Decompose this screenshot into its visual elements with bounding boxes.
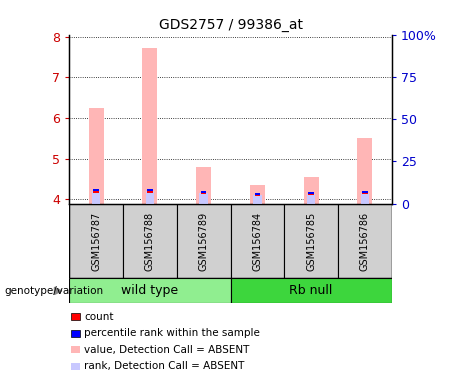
FancyBboxPatch shape bbox=[177, 204, 230, 278]
Bar bbox=[254, 194, 260, 196]
Text: GSM156788: GSM156788 bbox=[145, 212, 155, 270]
Bar bbox=[93, 191, 99, 193]
Bar bbox=[362, 191, 368, 192]
Bar bbox=[308, 192, 314, 194]
Bar bbox=[250, 185, 265, 204]
Text: GSM156786: GSM156786 bbox=[360, 212, 370, 270]
Bar bbox=[196, 167, 211, 204]
Text: GSM156789: GSM156789 bbox=[199, 212, 209, 270]
Text: rank, Detection Call = ABSENT: rank, Detection Call = ABSENT bbox=[84, 361, 245, 371]
Text: wild type: wild type bbox=[121, 285, 178, 297]
Text: GSM156785: GSM156785 bbox=[306, 211, 316, 271]
Bar bbox=[361, 192, 369, 204]
Text: GSM156784: GSM156784 bbox=[252, 212, 262, 270]
FancyBboxPatch shape bbox=[69, 204, 123, 278]
Bar bbox=[254, 193, 260, 195]
Text: genotype/variation: genotype/variation bbox=[5, 286, 104, 296]
Text: value, Detection Call = ABSENT: value, Detection Call = ABSENT bbox=[84, 345, 250, 355]
Text: percentile rank within the sample: percentile rank within the sample bbox=[84, 328, 260, 338]
Bar bbox=[362, 192, 368, 194]
FancyBboxPatch shape bbox=[230, 204, 284, 278]
Bar bbox=[357, 138, 372, 204]
Bar bbox=[307, 194, 315, 204]
FancyBboxPatch shape bbox=[230, 278, 392, 303]
Bar bbox=[92, 191, 100, 204]
Bar bbox=[201, 192, 206, 194]
Bar bbox=[201, 191, 206, 192]
Title: GDS2757 / 99386_at: GDS2757 / 99386_at bbox=[159, 18, 302, 32]
FancyBboxPatch shape bbox=[69, 278, 230, 303]
Bar bbox=[308, 194, 314, 195]
Bar bbox=[89, 108, 104, 204]
Bar bbox=[199, 192, 208, 204]
Bar bbox=[93, 189, 99, 191]
Text: count: count bbox=[84, 312, 114, 322]
FancyBboxPatch shape bbox=[284, 204, 338, 278]
FancyBboxPatch shape bbox=[338, 204, 392, 278]
Bar bbox=[147, 191, 153, 193]
Bar bbox=[142, 48, 157, 204]
Text: Rb null: Rb null bbox=[290, 285, 333, 297]
Bar bbox=[304, 177, 319, 204]
Text: GSM156787: GSM156787 bbox=[91, 211, 101, 271]
Bar bbox=[146, 191, 154, 204]
Bar bbox=[253, 195, 262, 204]
FancyBboxPatch shape bbox=[123, 204, 177, 278]
Bar bbox=[147, 189, 153, 191]
